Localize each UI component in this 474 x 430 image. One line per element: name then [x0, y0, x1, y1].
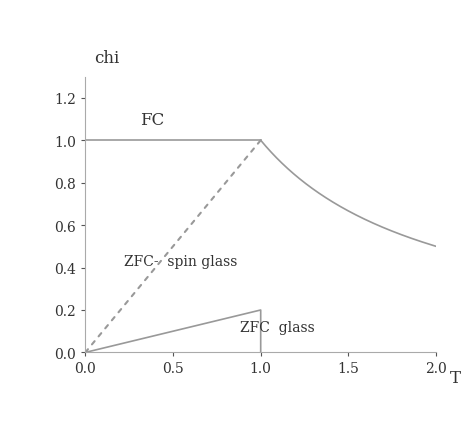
Text: chi: chi — [94, 50, 119, 67]
Text: T: T — [450, 369, 461, 387]
Text: ZFC-  spin glass: ZFC- spin glass — [124, 255, 237, 269]
Text: FC: FC — [140, 111, 164, 128]
Text: ZFC  glass: ZFC glass — [240, 320, 314, 334]
